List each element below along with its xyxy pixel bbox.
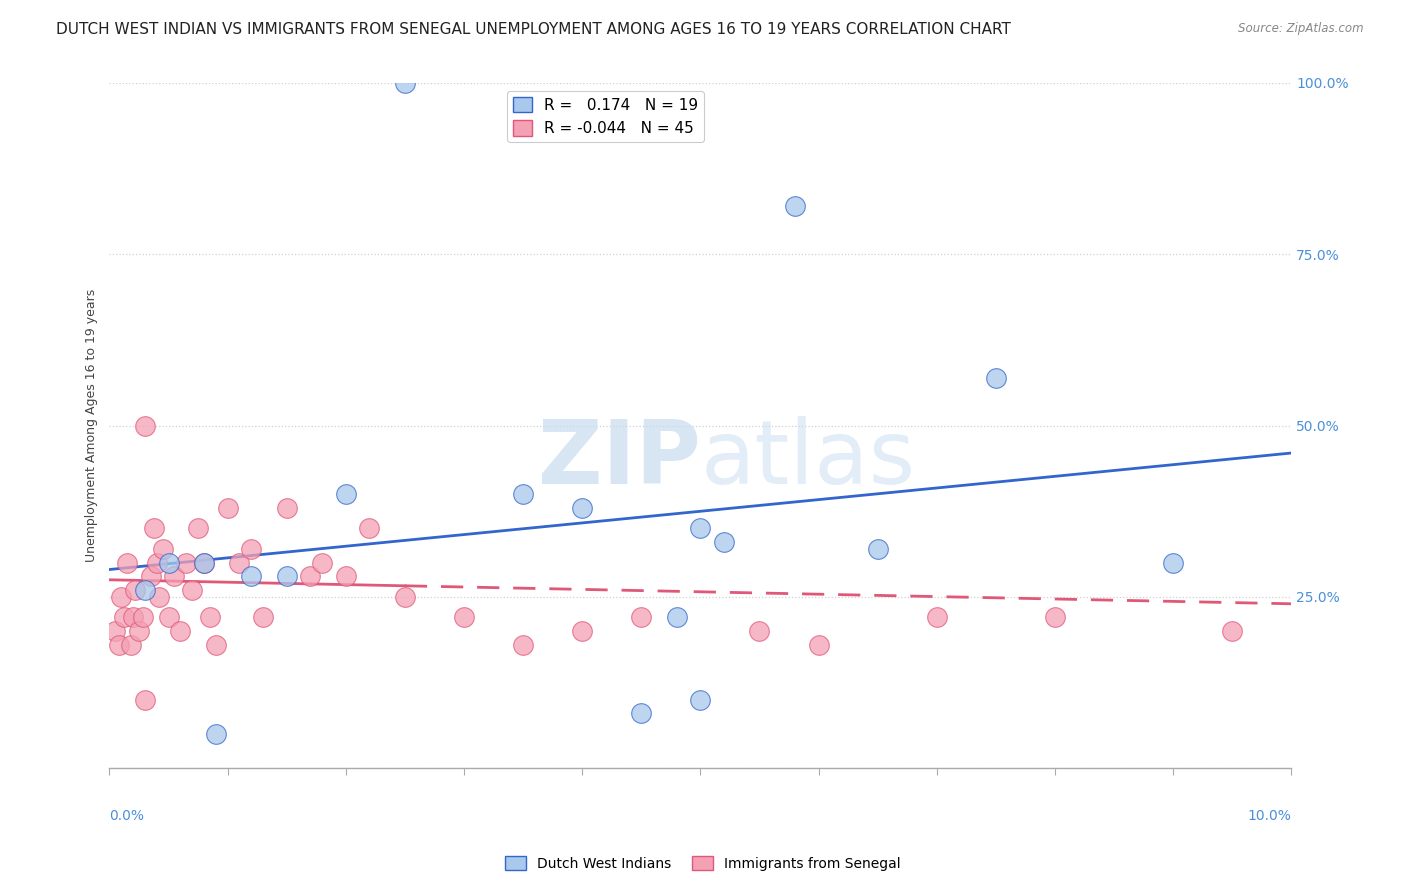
Point (571, 500, 593, 515)
Text: atlas: atlas (700, 417, 915, 503)
Legend: R =   0.174   N = 19, R = -0.044   N = 45: R = 0.174 N = 19, R = -0.044 N = 45 (508, 91, 704, 143)
Point (713, 535, 735, 549)
Point (104, 624, 127, 639)
Point (240, 569, 263, 583)
Point (665, 610, 688, 624)
Point (252, 610, 274, 624)
Point (1161, 556, 1184, 570)
Point (335, 487, 357, 501)
Text: DUTCH WEST INDIAN VS IMMIGRANTS FROM SENEGAL UNEMPLOYMENT AMONG AGES 16 TO 19 YE: DUTCH WEST INDIAN VS IMMIGRANTS FROM SEN… (56, 22, 1011, 37)
Point (134, 418, 156, 433)
Point (748, 624, 770, 639)
Point (689, 521, 711, 535)
Point (204, 638, 226, 652)
Point (630, 610, 652, 624)
Point (143, 521, 166, 535)
Point (110, 590, 132, 604)
Point (228, 556, 250, 570)
Text: 10.0%: 10.0% (1247, 809, 1291, 823)
Point (131, 610, 153, 624)
Point (1043, 610, 1066, 624)
Point (115, 556, 138, 570)
Point (157, 610, 180, 624)
Point (512, 487, 534, 501)
Point (181, 583, 204, 598)
Point (299, 569, 322, 583)
Y-axis label: Unemployment Among Ages 16 to 19 years: Unemployment Among Ages 16 to 19 years (86, 289, 98, 562)
Point (276, 569, 298, 583)
Point (128, 624, 150, 639)
Point (984, 370, 1007, 384)
Point (807, 638, 830, 652)
Point (187, 521, 209, 535)
Point (276, 500, 298, 515)
Legend: Dutch West Indians, Immigrants from Senegal: Dutch West Indians, Immigrants from Sene… (499, 850, 907, 876)
Point (120, 638, 142, 652)
Point (925, 610, 948, 624)
Point (152, 541, 174, 556)
Point (783, 199, 806, 213)
Point (148, 590, 170, 604)
Point (866, 541, 889, 556)
Point (112, 610, 135, 624)
Point (139, 569, 162, 583)
Point (157, 556, 180, 570)
Point (359, 521, 381, 535)
Point (122, 610, 145, 624)
Point (198, 610, 221, 624)
Point (217, 500, 239, 515)
Point (335, 569, 357, 583)
Point (1220, 624, 1243, 639)
Text: 0.0%: 0.0% (110, 809, 145, 823)
Point (571, 624, 593, 639)
Point (193, 556, 215, 570)
Point (453, 610, 475, 624)
Point (512, 638, 534, 652)
Point (174, 556, 197, 570)
Point (145, 556, 167, 570)
Point (204, 727, 226, 741)
Point (124, 583, 146, 598)
Point (134, 583, 156, 598)
Point (240, 541, 263, 556)
Text: Source: ZipAtlas.com: Source: ZipAtlas.com (1239, 22, 1364, 36)
Point (689, 692, 711, 706)
Point (394, 76, 416, 90)
Point (134, 692, 156, 706)
Point (193, 556, 215, 570)
Point (394, 590, 416, 604)
Point (108, 638, 131, 652)
Text: ZIP: ZIP (537, 417, 700, 503)
Point (169, 624, 191, 639)
Point (163, 569, 186, 583)
Point (311, 556, 333, 570)
Point (630, 706, 652, 721)
